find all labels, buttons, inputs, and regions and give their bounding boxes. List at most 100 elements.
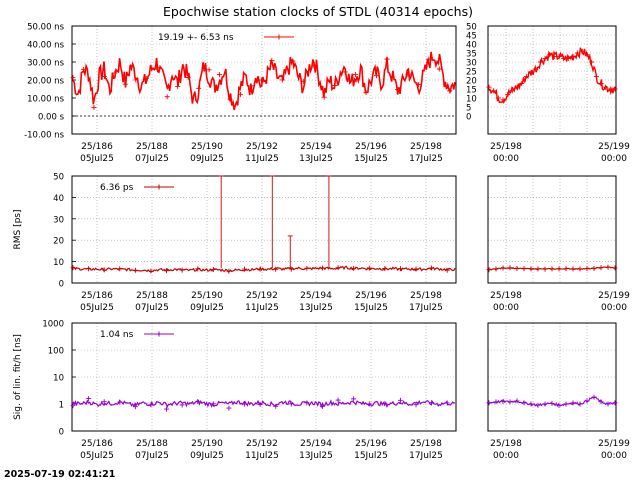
zoom-x-tick-time-label: 00:00: [493, 154, 519, 164]
zoom-data-point: [523, 73, 529, 79]
zoom-data-point: [607, 86, 613, 92]
zoom-data-point: [542, 55, 548, 61]
zoom-data-point: [556, 266, 562, 272]
zoom-data-point: [486, 267, 492, 273]
x-tick-date-label: 17Jul25: [409, 303, 443, 313]
x-tick-label: 25/198: [410, 142, 442, 152]
zoom-data-point: [612, 400, 618, 406]
zoom-series-line: [488, 47, 616, 104]
zoom-data-point: [533, 66, 539, 72]
data-point: [311, 62, 317, 68]
zoom-x-tick-label: 25/198: [490, 439, 522, 449]
zoom-data-point: [509, 88, 515, 94]
data-point: [185, 74, 191, 80]
zoom-data-point: [584, 398, 590, 404]
x-tick-date-label: 07Jul25: [135, 451, 169, 461]
zoom-data-point: [591, 265, 597, 271]
x-tick-date-label: 15Jul25: [354, 154, 388, 164]
zoom-data-point: [486, 400, 492, 406]
data-point: [351, 396, 357, 402]
zoom-plot-frame: [487, 175, 617, 284]
zoom-x-tick-time-label: 00:00: [601, 451, 627, 461]
x-tick-date-label: 07Jul25: [135, 154, 169, 164]
zoom-data-point: [584, 266, 590, 272]
series-line: [72, 51, 456, 111]
zoom-data-point: [547, 52, 553, 58]
data-point: [436, 66, 442, 72]
zoom-data-point: [598, 399, 604, 405]
zoom-data-point: [612, 265, 618, 271]
legend-label: 6.36 ps: [100, 183, 134, 193]
zoom-x-tick-time-label: 00:00: [601, 154, 627, 164]
data-point: [164, 406, 170, 412]
zoom-data-point: [563, 401, 569, 407]
data-point: [227, 96, 233, 102]
data-point: [257, 266, 263, 272]
data-point: [117, 399, 123, 405]
x-tick-date-label: 05Jul25: [80, 303, 114, 313]
zoom-y-tick-label: 40: [466, 41, 477, 51]
data-point: [179, 402, 185, 408]
x-tick-date-label: 07Jul25: [135, 303, 169, 313]
data-point: [397, 397, 403, 403]
x-tick-label: 25/194: [300, 142, 332, 152]
x-tick-label: 25/198: [410, 439, 442, 449]
zoom-data-point: [577, 266, 583, 272]
x-tick-date-label: 13Jul25: [299, 451, 333, 461]
zoom-data-point: [521, 400, 527, 406]
data-point: [374, 73, 380, 79]
zoom-data-point: [493, 399, 499, 405]
zoom-data-point: [535, 266, 541, 272]
data-point: [332, 83, 338, 89]
data-point: [288, 401, 294, 407]
y-tick-label: 1000: [42, 320, 64, 330]
data-point: [242, 266, 248, 272]
data-point: [154, 65, 160, 71]
y-tick-label: 30: [53, 215, 64, 225]
x-tick-label: 25/192: [246, 291, 278, 301]
data-point: [366, 401, 372, 407]
zoom-data-point: [493, 266, 499, 272]
panel-sigma: 1000100101025/18605Jul2525/18807Jul2525/…: [13, 320, 630, 462]
data-point: [101, 73, 107, 79]
zoom-data-point: [514, 84, 520, 90]
data-point: [288, 266, 294, 272]
y-tick-label: 20.00 ns: [27, 77, 64, 87]
y-axis-label: RMS [ps]: [13, 209, 23, 249]
data-point: [148, 402, 154, 408]
zoom-data-point: [542, 401, 548, 407]
x-tick-date-label: 17Jul25: [409, 154, 443, 164]
x-tick-date-label: 09Jul25: [190, 154, 224, 164]
x-tick-label: 25/188: [136, 142, 168, 152]
zoom-data-point: [605, 264, 611, 270]
zoom-x-tick-label: 25/199: [598, 291, 630, 301]
zoom-data-point: [570, 54, 576, 60]
zoom-data-point: [537, 59, 543, 65]
zoom-x-tick-time-label: 00:00: [493, 303, 519, 313]
zoom-data-point: [556, 402, 562, 408]
legend-label: 19.19 +- 6.53 ns: [158, 33, 234, 43]
x-tick-date-label: 05Jul25: [80, 154, 114, 164]
data-point: [258, 77, 264, 83]
zoom-data-point: [549, 400, 555, 406]
data-point: [70, 403, 76, 409]
data-point: [101, 399, 107, 405]
data-point: [342, 69, 348, 75]
zoom-y-tick-label: 5: [466, 104, 471, 114]
x-tick-date-label: 11Jul25: [245, 154, 279, 164]
zoom-y-tick-label: 30: [466, 59, 477, 69]
data-point: [415, 82, 421, 88]
data-point: [148, 268, 154, 274]
data-point: [363, 90, 369, 96]
data-point: [237, 91, 243, 97]
data-point: [300, 78, 306, 84]
x-tick-date-label: 05Jul25: [80, 451, 114, 461]
data-point: [444, 267, 450, 273]
zoom-data-point: [507, 265, 513, 271]
y-tick-label: 50: [53, 173, 64, 183]
y-tick-label: 10: [53, 258, 64, 268]
data-point: [321, 94, 327, 100]
data-point: [447, 88, 453, 94]
zoom-y-tick-label: 25: [466, 68, 477, 78]
